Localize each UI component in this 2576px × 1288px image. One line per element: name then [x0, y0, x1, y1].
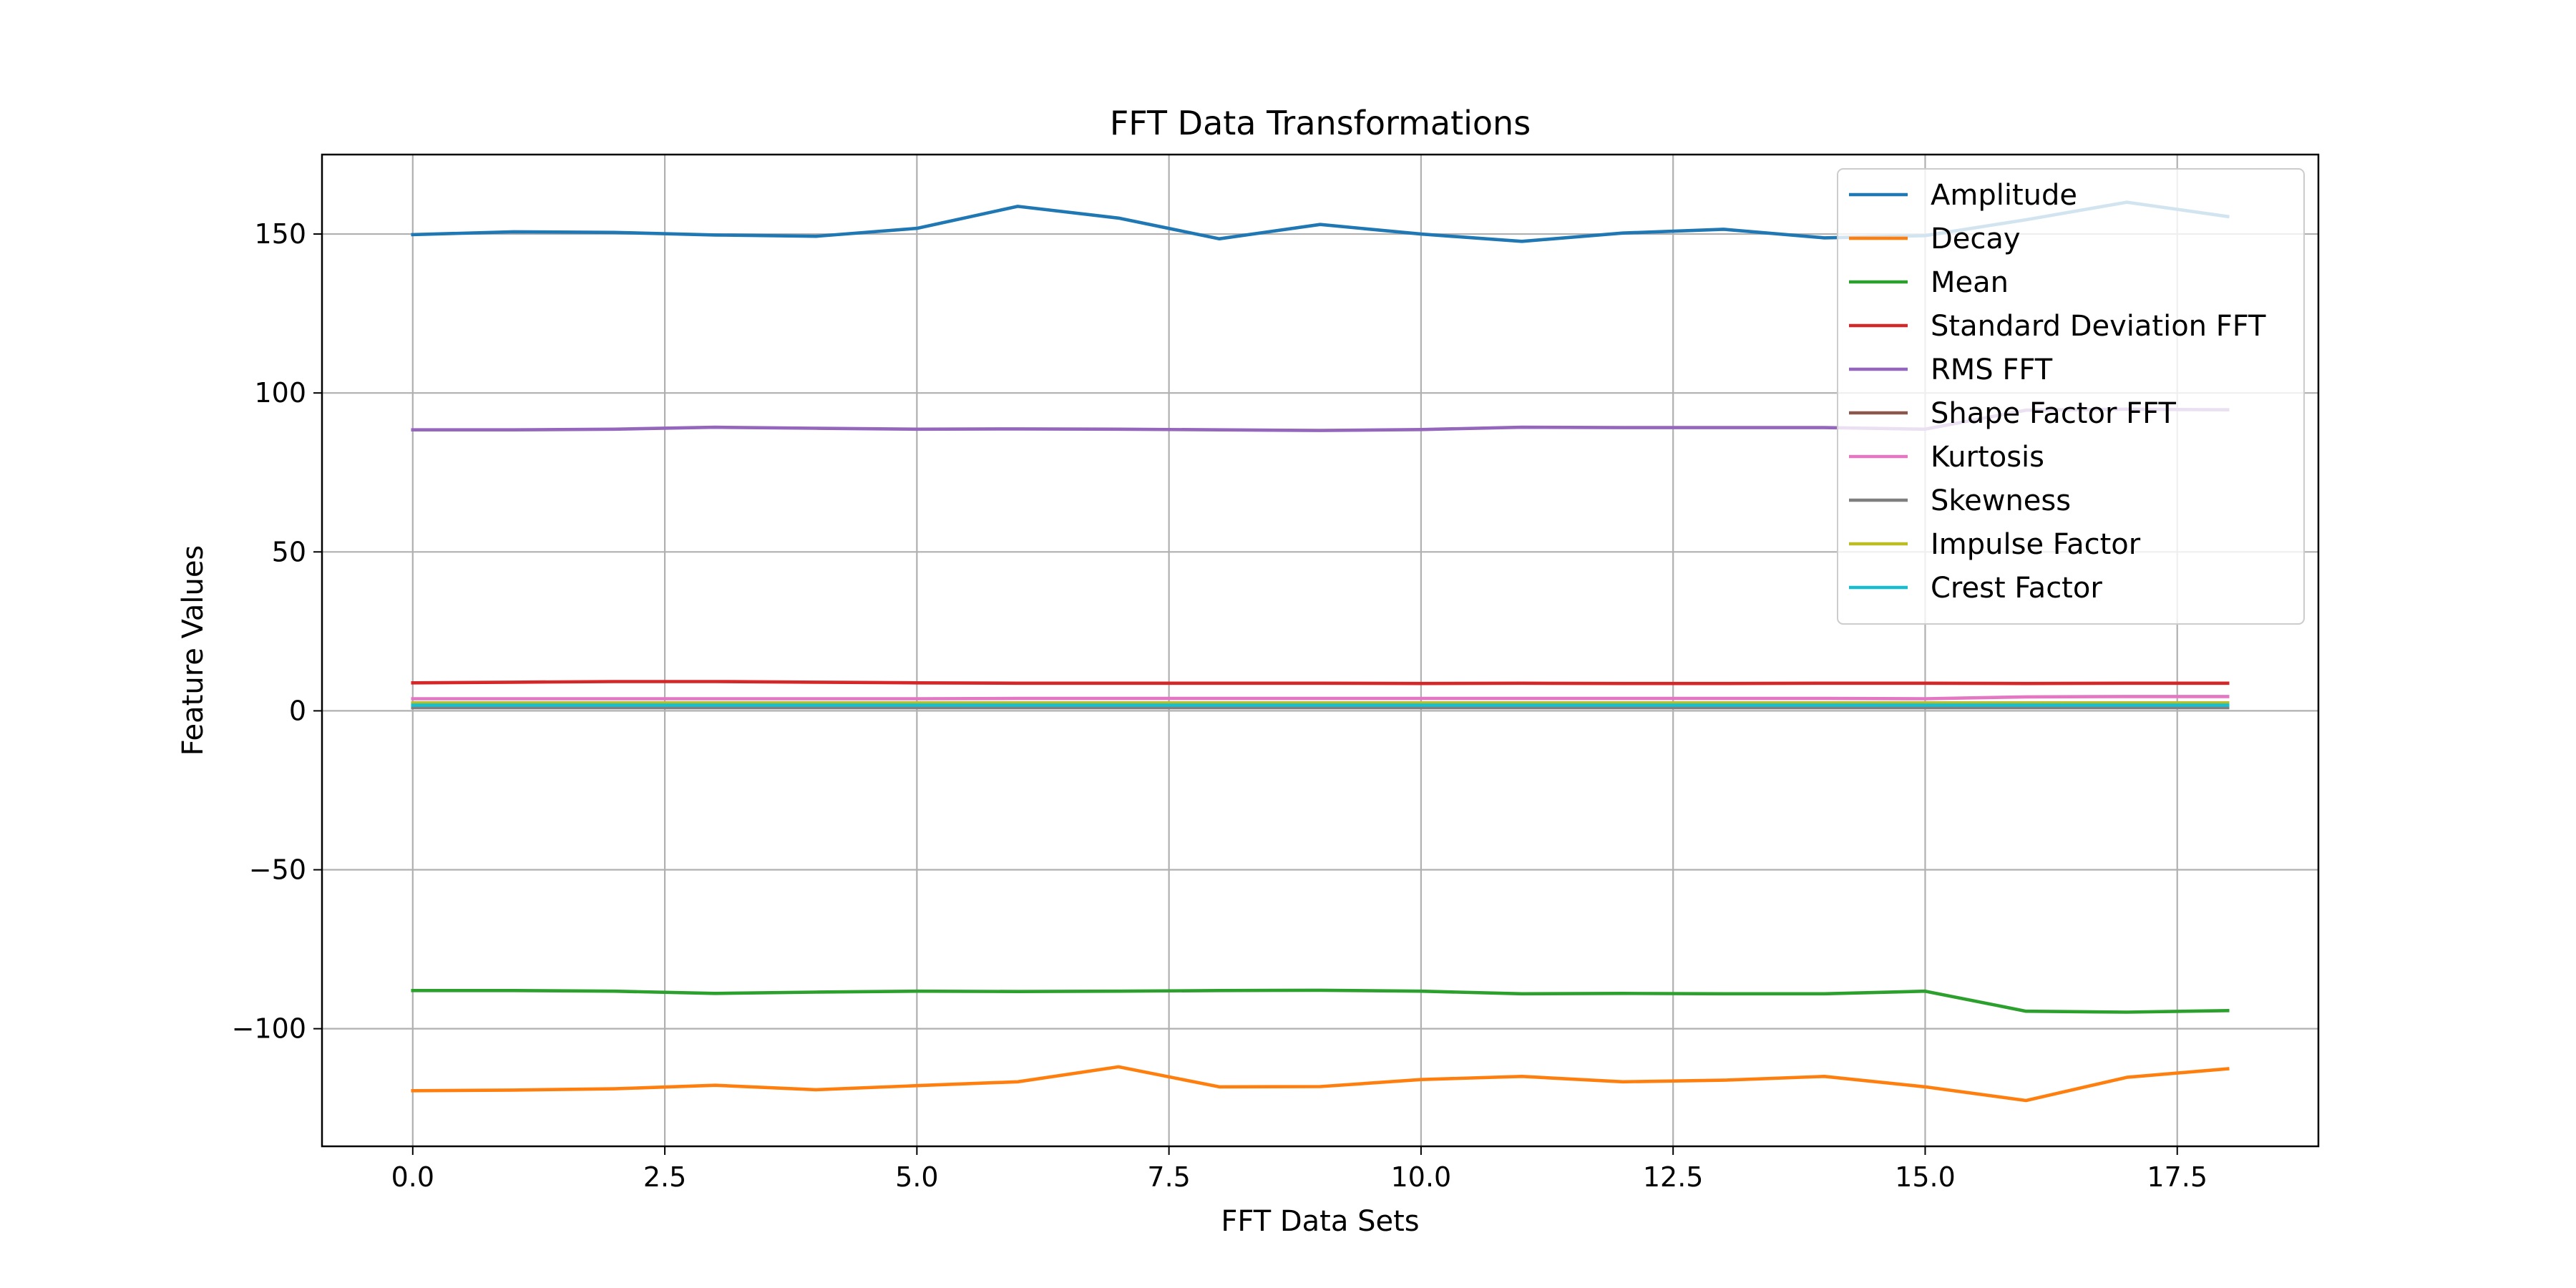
legend: Amplitude Decay Mean Standard Deviation FFT…	[1837, 168, 2305, 625]
legend-label-amplitude: Amplitude	[1931, 179, 2077, 212]
x-tick-label: 0.0	[391, 1161, 434, 1193]
legend-label-decay: Decay	[1931, 223, 2021, 255]
series-line-decay	[411, 1065, 2230, 1103]
y-tick-label: −100	[232, 1013, 306, 1045]
y-tick-label: −50	[249, 854, 306, 886]
y-tick-label: 100	[254, 377, 306, 409]
x-tick-label: 10.0	[1391, 1161, 1452, 1193]
x-tick-label: 5.0	[895, 1161, 938, 1193]
legend-label-standard-deviation-fft: Standard Deviation FFT	[1931, 310, 2266, 343]
legend-label-rms-fft: RMS FFT	[1931, 353, 2053, 386]
axis-ticks: 0.0 2.5 5.0 7.5 10.0 12.5 15.0 17.5 −100 −50 0 50 10…	[232, 218, 2207, 1193]
chart-title: FFT Data Transformations	[1110, 104, 1531, 142]
legend-label-crest-factor: Crest Factor	[1931, 572, 2102, 605]
legend-box	[1837, 168, 2305, 625]
y-axis-label: Feature Values	[177, 545, 210, 756]
series-line-standard-deviation-fft	[411, 680, 2230, 686]
x-tick-label: 7.5	[1147, 1161, 1190, 1193]
legend-label-skewness: Skewness	[1931, 484, 2071, 517]
legend-label-shape-factor-fft: Shape Factor FFT	[1931, 397, 2176, 430]
x-axis-label: FFT Data Sets	[1221, 1205, 1419, 1238]
x-tick-label: 17.5	[2147, 1161, 2207, 1193]
legend-label-impulse-factor: Impulse Factor	[1931, 528, 2141, 561]
y-tick-label: 150	[254, 218, 306, 250]
y-tick-label: 0	[289, 695, 306, 726]
series-line-kurtosis	[411, 695, 2230, 701]
x-tick-label: 15.0	[1895, 1161, 1956, 1193]
y-tick-label: 50	[272, 536, 306, 567]
legend-label-mean: Mean	[1931, 266, 2009, 299]
series-line-mean	[411, 988, 2230, 1014]
plot-frame	[321, 153, 2320, 1148]
x-tick-label: 12.5	[1643, 1161, 1704, 1193]
legend-label-kurtosis: Kurtosis	[1931, 441, 2044, 474]
x-tick-label: 2.5	[643, 1161, 686, 1193]
